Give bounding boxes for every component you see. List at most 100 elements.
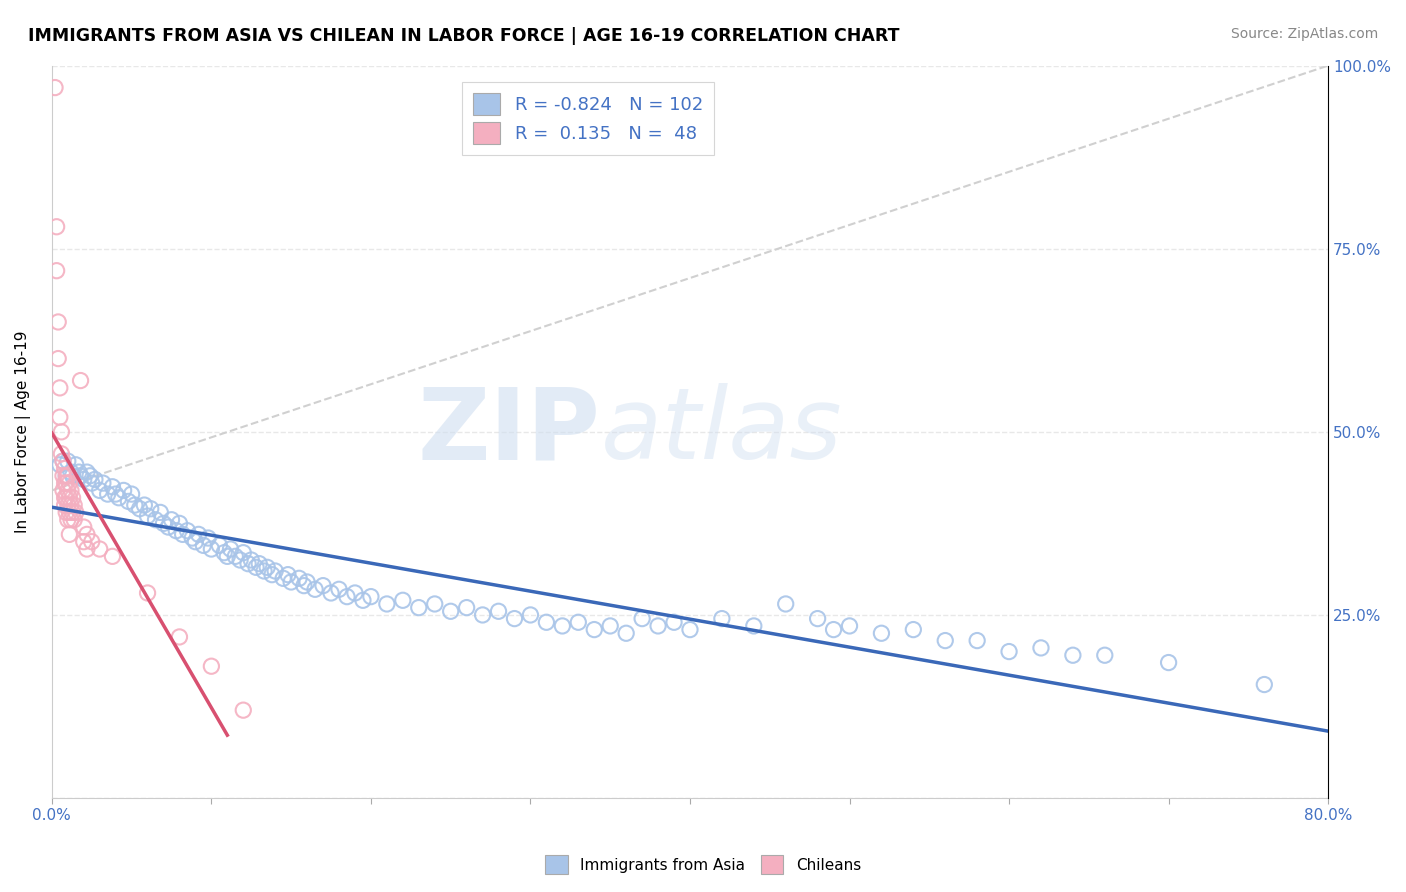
Point: [264, 564, 287, 578]
Point: [631, 612, 654, 626]
Point: [46, 351, 69, 366]
Y-axis label: In Labor Force | Age 16-19: In Labor Force | Age 16-19: [15, 331, 31, 533]
Point: [197, 531, 219, 545]
Point: [169, 630, 191, 644]
Point: [49, 410, 72, 425]
Point: [1157, 656, 1180, 670]
Point: [136, 586, 159, 600]
Point: [408, 600, 430, 615]
Point: [55, 476, 77, 491]
Point: [271, 571, 294, 585]
Point: [73, 520, 96, 534]
Point: [232, 546, 254, 560]
Point: [76, 465, 98, 479]
Point: [145, 513, 167, 527]
Point: [67, 465, 90, 479]
Point: [76, 541, 98, 556]
Point: [152, 516, 174, 531]
Point: [200, 659, 222, 673]
Point: [742, 619, 765, 633]
Point: [998, 644, 1021, 658]
Point: [55, 505, 77, 519]
Point: [51, 425, 73, 439]
Point: [208, 538, 231, 552]
Point: [1094, 648, 1116, 663]
Point: [44, 80, 66, 95]
Point: [97, 487, 120, 501]
Point: [112, 483, 135, 498]
Point: [1253, 677, 1275, 691]
Point: [343, 586, 366, 600]
Point: [599, 619, 621, 633]
Point: [80, 476, 103, 491]
Point: [62, 468, 84, 483]
Point: [200, 541, 222, 556]
Point: [53, 491, 76, 505]
Point: [149, 505, 172, 519]
Point: [169, 516, 191, 531]
Point: [647, 619, 669, 633]
Point: [104, 487, 127, 501]
Point: [277, 567, 299, 582]
Point: [58, 505, 80, 519]
Point: [89, 483, 111, 498]
Point: [229, 553, 252, 567]
Point: [56, 513, 79, 527]
Point: [53, 498, 76, 512]
Point: [134, 498, 156, 512]
Point: [288, 571, 311, 585]
Point: [121, 487, 143, 501]
Point: [49, 381, 72, 395]
Point: [108, 491, 131, 505]
Point: [172, 527, 194, 541]
Point: [157, 520, 180, 534]
Point: [807, 612, 830, 626]
Point: [124, 498, 146, 512]
Point: [375, 597, 398, 611]
Point: [567, 615, 589, 630]
Point: [52, 454, 75, 468]
Point: [136, 509, 159, 524]
Point: [62, 505, 84, 519]
Point: [253, 564, 276, 578]
Point: [292, 579, 315, 593]
Point: [69, 468, 91, 483]
Point: [53, 461, 76, 475]
Point: [165, 524, 187, 538]
Point: [519, 607, 541, 622]
Point: [488, 604, 510, 618]
Point: [247, 557, 270, 571]
Point: [56, 468, 79, 483]
Point: [45, 263, 67, 277]
Point: [117, 494, 139, 508]
Point: [69, 374, 91, 388]
Point: [139, 501, 162, 516]
Point: [236, 557, 259, 571]
Legend: Immigrants from Asia, Chileans: Immigrants from Asia, Chileans: [538, 849, 868, 880]
Point: [583, 623, 606, 637]
Point: [176, 524, 198, 538]
Point: [65, 505, 87, 519]
Point: [59, 513, 82, 527]
Point: [966, 633, 988, 648]
Point: [55, 468, 77, 483]
Point: [91, 476, 114, 491]
Point: [59, 465, 82, 479]
Point: [160, 513, 183, 527]
Point: [56, 483, 79, 498]
Point: [58, 476, 80, 491]
Point: [256, 560, 278, 574]
Point: [440, 604, 463, 618]
Point: [193, 538, 215, 552]
Point: [217, 549, 239, 564]
Point: [903, 623, 925, 637]
Point: [934, 633, 956, 648]
Point: [280, 574, 302, 589]
Point: [55, 491, 77, 505]
Point: [471, 607, 494, 622]
Point: [49, 458, 72, 472]
Point: [423, 597, 446, 611]
Point: [59, 483, 82, 498]
Point: [76, 527, 98, 541]
Point: [56, 454, 79, 468]
